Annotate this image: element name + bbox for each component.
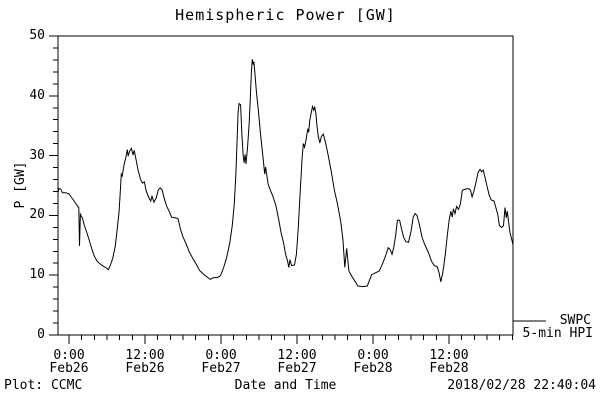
x-tick-time: 12:00 xyxy=(125,348,165,363)
plot-frame xyxy=(57,35,514,336)
x-tick-date: Feb26 xyxy=(49,361,89,376)
legend-series-label: SWPC xyxy=(559,313,591,328)
y-tick-label: 40 xyxy=(29,87,45,103)
x-tick-date: Feb26 xyxy=(125,361,165,376)
legend-sub-label: 5-min HPI xyxy=(522,326,593,341)
y-tick-label: 10 xyxy=(29,267,45,283)
x-tick-time: 0:00 xyxy=(53,348,85,363)
footer-timestamp: 2018/02/28 22:40:04 xyxy=(447,378,596,393)
hpi-data-line xyxy=(57,59,514,288)
y-tick-label: 50 xyxy=(29,28,45,43)
y-axis-title: P [GW] xyxy=(13,161,29,209)
x-tick-time: 0:00 xyxy=(357,348,389,363)
x-tick-date: Feb28 xyxy=(353,361,393,376)
y-tick-label: 30 xyxy=(29,147,45,163)
footer-plot-credit: Plot: CCMC xyxy=(4,378,83,393)
x-tick-time: 12:00 xyxy=(277,348,317,363)
chart-title: Hemispheric Power [GW] xyxy=(175,6,396,24)
x-axis-title: Date and Time xyxy=(234,378,337,393)
y-tick-label: 20 xyxy=(29,207,45,223)
x-tick-date: Feb27 xyxy=(277,361,317,376)
x-tick-time: 0:00 xyxy=(205,348,237,363)
x-tick-date: Feb27 xyxy=(201,361,241,376)
y-tick-label: 0 xyxy=(37,327,45,342)
x-tick-date: Feb28 xyxy=(429,361,469,376)
x-tick-time: 12:00 xyxy=(429,348,469,363)
